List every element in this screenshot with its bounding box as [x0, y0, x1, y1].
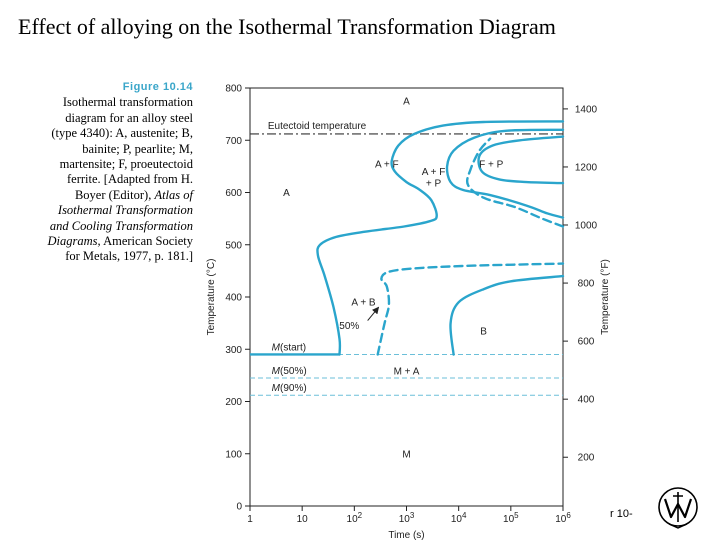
- caption-text-1: Isothermal transformation diagram for an…: [51, 95, 193, 202]
- region-label: A + F: [375, 159, 399, 170]
- y-tick-label-f: 1200: [575, 162, 598, 173]
- eutectoid-label: Eutectoid temperature: [268, 121, 367, 132]
- y-tick-label-f: 800: [578, 279, 595, 290]
- caption-text-2: American Society for Metals, 1977, p. 18…: [65, 234, 193, 264]
- y-tick-label-c: 300: [225, 345, 242, 356]
- page-number: r 10-: [610, 508, 633, 520]
- caption-text-italic: Atlas of Isothermal Transformation and C…: [47, 187, 193, 249]
- figure-caption: Figure 10.14 Isothermal transformation d…: [40, 80, 193, 265]
- y-tick-label-c: 600: [225, 188, 242, 199]
- y-tick-label-c: 400: [225, 293, 242, 304]
- slide-title: Effect of alloying on the Isothermal Tra…: [18, 14, 556, 39]
- region-label: + P: [426, 179, 442, 190]
- y-tick-label-f: 600: [578, 337, 595, 348]
- transformation-curve-4: [376, 262, 565, 356]
- figure-label: Figure 10.14: [122, 81, 193, 93]
- region-label: A + F: [422, 167, 446, 178]
- region-label: 50%: [339, 321, 359, 332]
- martensite-label: M(90%): [272, 383, 307, 394]
- plot-frame: [249, 87, 564, 507]
- x-axis-title: Time (s): [388, 530, 424, 540]
- y-axis-title-left: Temperature (°C): [206, 259, 217, 336]
- y-tick-label-f: 400: [578, 395, 595, 406]
- transformation-curve-5: [449, 274, 565, 356]
- x-tick-label: 103: [399, 511, 415, 525]
- martensite-label: M(50%): [272, 366, 307, 377]
- y-tick-label-c: 0: [236, 502, 242, 513]
- y-tick-label-f: 200: [578, 453, 595, 464]
- transformation-curve-3: [465, 137, 565, 228]
- x-tick-label: 102: [347, 511, 363, 525]
- region-label: A: [283, 188, 290, 199]
- x-tick-label: 104: [451, 511, 467, 525]
- y-tick-label-c: 500: [225, 240, 242, 251]
- region-label: F + P: [479, 159, 504, 170]
- martensite-label: M(start): [272, 342, 306, 353]
- y-axis-title-right: Temperature (°F): [600, 259, 611, 335]
- y-tick-label-c: 800: [225, 84, 242, 95]
- y-tick-label-c: 700: [225, 136, 242, 147]
- transformation-curve-2: [477, 135, 565, 185]
- x-tick-label: 105: [503, 511, 519, 525]
- y-tick-label-c: 100: [225, 449, 242, 460]
- wiley-logo: [658, 487, 698, 529]
- region-label: M + A: [394, 367, 420, 378]
- region-label: M: [402, 449, 410, 460]
- region-label: A + B: [351, 298, 376, 309]
- y-tick-label-f: 1000: [575, 221, 598, 232]
- fifty-percent-arrow: [367, 306, 380, 321]
- y-tick-label-f: 1400: [575, 104, 598, 115]
- transformation-curve-0: [316, 120, 565, 356]
- region-label: A: [403, 97, 410, 108]
- transformation-curve-1: [445, 128, 565, 219]
- x-tick-label: 1: [247, 514, 253, 525]
- x-tick-label: 106: [555, 511, 571, 525]
- y-tick-label-c: 200: [225, 397, 242, 408]
- x-tick-label: 10: [297, 514, 309, 525]
- region-label: B: [480, 326, 487, 337]
